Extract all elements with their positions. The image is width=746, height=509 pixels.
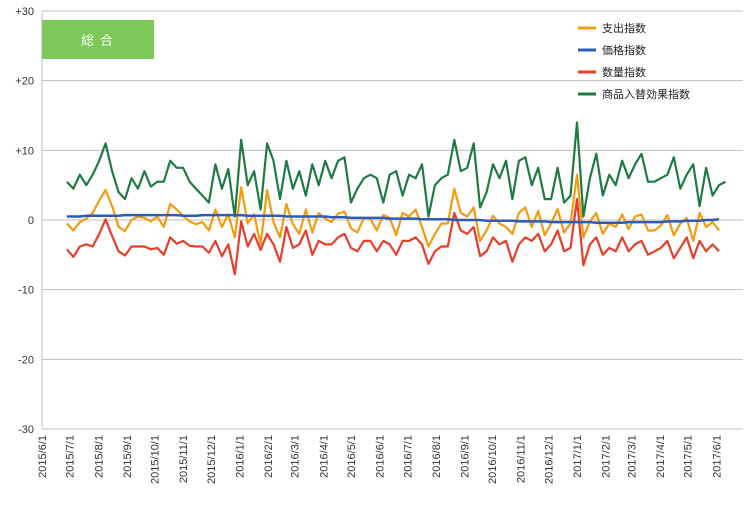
x-tick-label: 2015/7/1 [65, 435, 77, 478]
y-axis-ticks: +30 +20 +10 0 -10 -20 -30 [15, 6, 34, 436]
x-tick-label: 2017/5/1 [683, 435, 695, 478]
x-tick-label: 2016/2/1 [263, 435, 275, 478]
x-tick-label: 2016/12/1 [543, 435, 555, 484]
x-tick-label: 2016/8/1 [431, 435, 443, 478]
y-tick-label: -20 [18, 354, 34, 366]
legend-label: 商品入替効果指数 [602, 87, 690, 101]
x-tick-label: 2015/9/1 [122, 435, 134, 478]
y-tick-label: -10 [18, 285, 34, 297]
x-tick-label: 2015/10/1 [150, 435, 162, 484]
series-line [66, 121, 727, 218]
x-tick-label: 2017/3/1 [626, 435, 638, 478]
y-tick-label: -30 [18, 424, 34, 436]
x-tick-label: 2016/4/1 [318, 435, 330, 478]
x-tick-label: 2016/3/1 [290, 435, 302, 478]
y-tick-label: 0 [28, 215, 34, 227]
x-axis-ticks: 2015/6/1 2015/7/1 2015/8/1 2015/9/1 2015/10/… [37, 435, 723, 484]
series-line [66, 173, 720, 248]
series-line [66, 213, 720, 225]
x-tick-label: 2015/12/1 [206, 435, 218, 484]
x-tick-label: 2016/7/1 [402, 435, 414, 478]
x-tick-label: 2015/11/1 [178, 435, 190, 483]
y-tick-label: +20 [15, 76, 34, 88]
legend-label: 価格指数 [602, 43, 646, 57]
legend-label: 支出指数 [602, 21, 646, 35]
x-tick-label: 2016/11/1 [516, 435, 528, 483]
series-line [66, 198, 720, 276]
x-tick-label: 2016/1/1 [234, 435, 246, 478]
y-tick-label: +10 [15, 145, 34, 157]
title-badge-background [42, 20, 154, 59]
y-tick-label: +30 [15, 6, 34, 18]
x-tick-label: 2015/8/1 [93, 435, 105, 478]
x-tick-label: 2016/6/1 [375, 435, 387, 478]
x-tick-label: 2017/1/1 [572, 435, 584, 478]
x-tick-label: 2016/9/1 [459, 435, 471, 478]
x-tick-label: 2017/4/1 [655, 435, 667, 478]
series-lines [66, 121, 727, 276]
title-badge: 総合 [42, 20, 154, 59]
x-tick-label: 2017/6/1 [711, 435, 723, 478]
x-tick-label: 2017/2/1 [601, 435, 613, 478]
chart-title: 総合 [81, 34, 119, 49]
x-tick-label: 2016/5/1 [346, 435, 358, 478]
x-tick-label: 2015/6/1 [37, 435, 49, 478]
legend-label: 数量指数 [602, 65, 646, 79]
x-tick-label: 2016/10/1 [487, 435, 499, 484]
